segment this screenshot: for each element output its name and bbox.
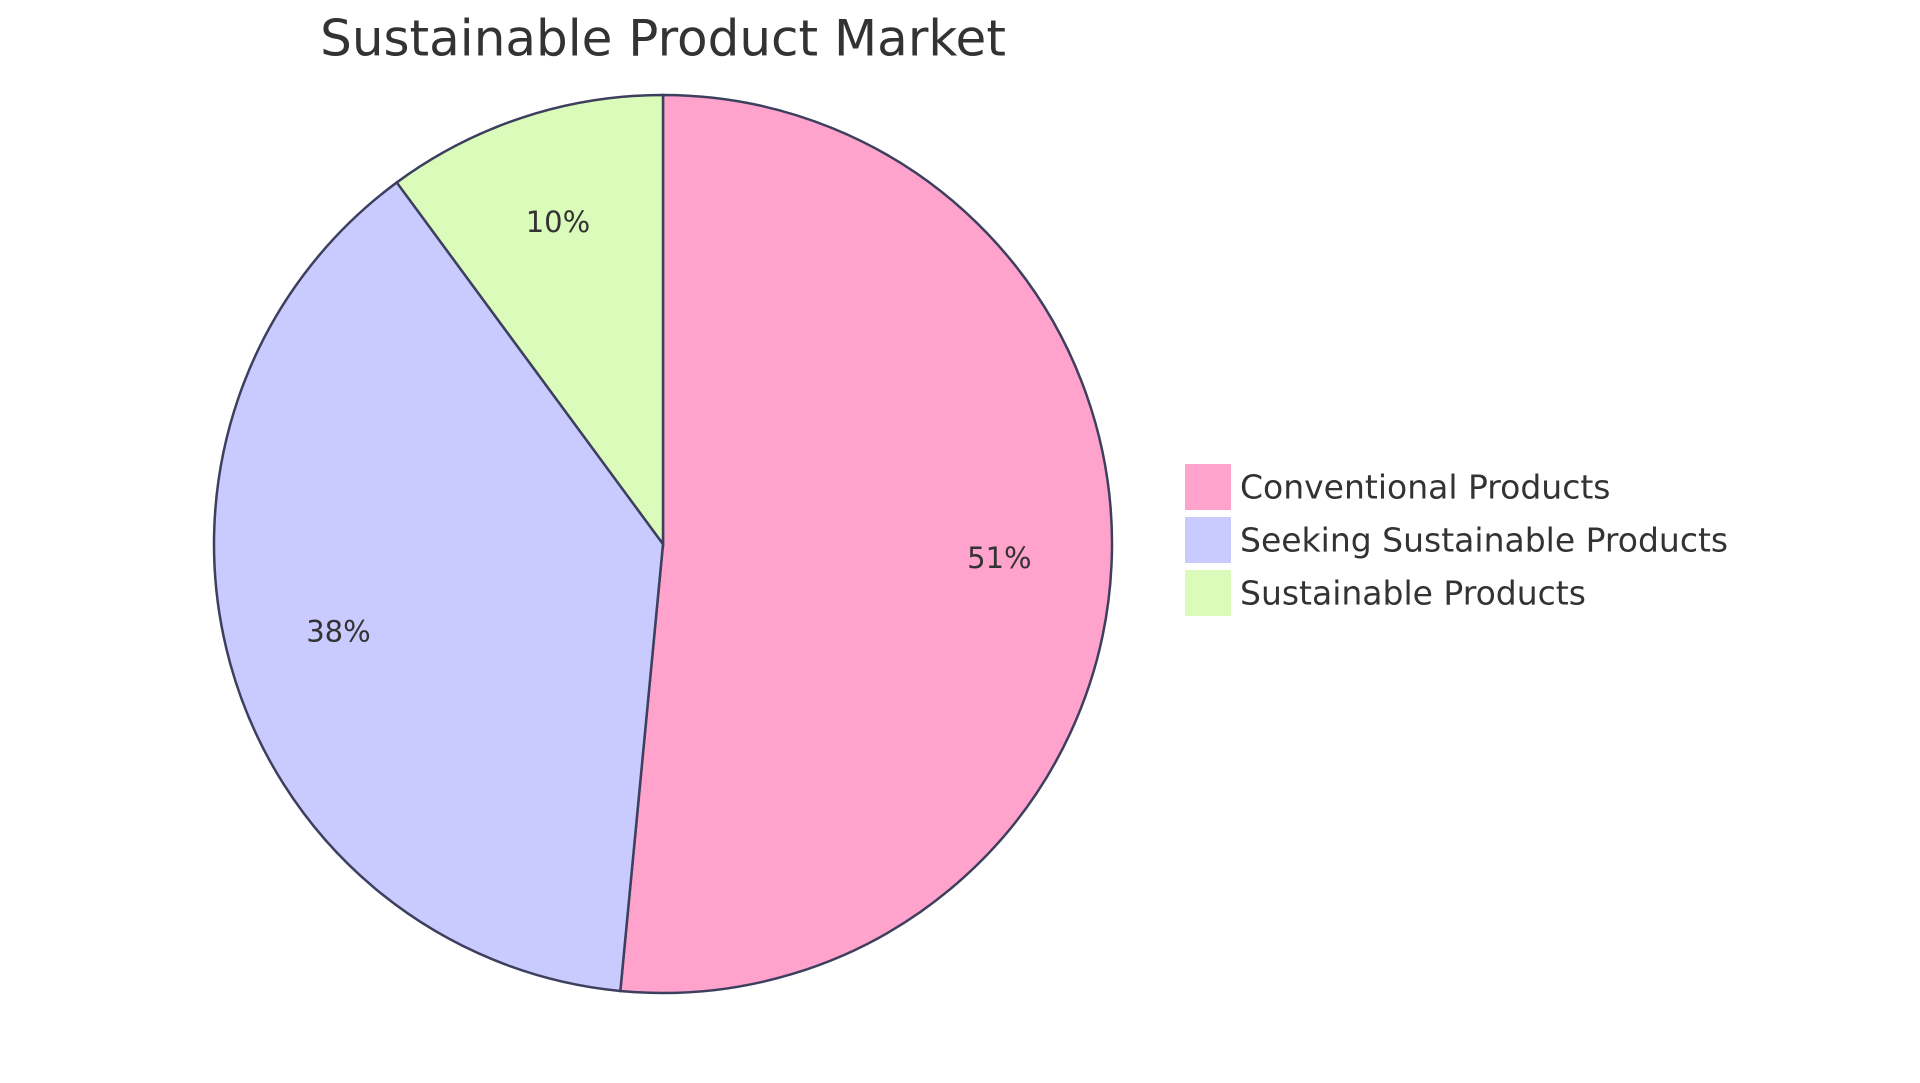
pie-slice <box>395 93 665 548</box>
chart-title: Sustainable Product Market <box>320 10 1006 68</box>
pie-slice <box>212 180 665 993</box>
slice-label: 38% <box>306 615 370 649</box>
legend-swatch <box>1185 517 1231 563</box>
legend-swatch <box>1185 464 1231 510</box>
pie-slice <box>618 93 1114 995</box>
legend-label: Seeking Sustainable Products <box>1240 521 1728 560</box>
slice-label: 51% <box>967 541 1031 575</box>
legend-label: Conventional Products <box>1240 468 1610 507</box>
legend-swatch <box>1185 570 1231 616</box>
legend-label: Sustainable Products <box>1240 574 1586 613</box>
slice-label: 10% <box>526 205 590 239</box>
